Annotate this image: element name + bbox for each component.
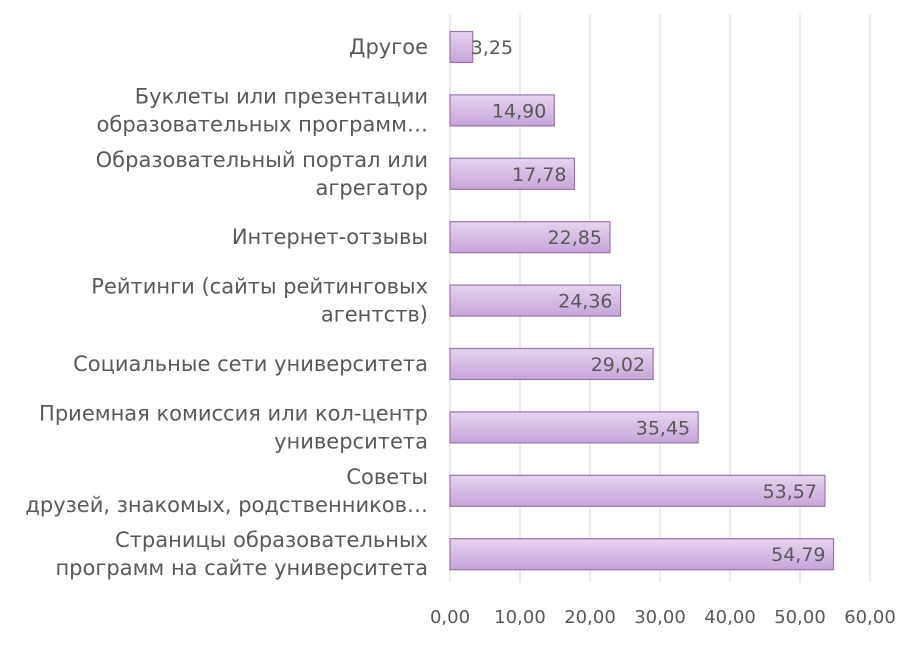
bar: [449, 30, 474, 64]
data-label: 14,90: [492, 100, 546, 122]
data-label: 29,02: [591, 354, 645, 376]
x-tick-label: 0,00: [430, 607, 470, 628]
category-label: Приемная комиссия или кол-центр: [39, 401, 428, 425]
data-label: 24,36: [558, 291, 612, 313]
x-tick-label: 30,00: [634, 607, 686, 628]
x-tick-label: 20,00: [564, 607, 616, 628]
bar: [449, 474, 826, 507]
x-axis-ticks: 0,00 10,00 20,00 30,00 40,00 50,00 60,00: [430, 607, 896, 628]
category-labels: Другое Буклеты или презентации образовател…: [25, 35, 428, 580]
x-tick-label: 50,00: [774, 607, 826, 628]
data-label: 3,25: [471, 37, 513, 59]
bar: [449, 411, 699, 444]
category-label: друзей, знакомых, родственников…: [25, 493, 428, 517]
category-label: Страницы образовательных: [115, 528, 428, 552]
bar: [449, 94, 555, 127]
category-label: Буклеты или презентации: [135, 84, 428, 108]
category-label: Другое: [349, 35, 428, 59]
data-label: 53,57: [763, 481, 817, 503]
data-label: 54,79: [771, 544, 825, 566]
data-label: 35,45: [636, 417, 690, 439]
value-labels: 3,25 14,90 17,78 22,85 24,36 29,02 35,45 53,57 5…: [471, 37, 826, 566]
category-label: Образовательный портал или: [96, 148, 428, 172]
bar: [449, 538, 835, 571]
bar: [449, 221, 611, 254]
bars: [449, 30, 835, 571]
category-label: программ на сайте университета: [55, 556, 428, 580]
category-label: агентств): [321, 303, 428, 327]
data-label: 17,78: [512, 164, 566, 186]
category-label: агрегатор: [316, 176, 428, 200]
x-tick-label: 40,00: [704, 607, 756, 628]
bar: [449, 347, 654, 381]
category-label: образовательных программ…: [97, 112, 428, 136]
x-tick-label: 60,00: [844, 607, 896, 628]
category-label: Социальные сети университета: [73, 352, 428, 376]
x-tick-label: 10,00: [494, 607, 546, 628]
category-label: Советы: [346, 465, 428, 489]
bar: [449, 284, 622, 317]
data-label: 22,85: [548, 227, 602, 249]
category-label: Рейтинги (сайты рейтинговых: [91, 275, 428, 299]
category-label: университета: [274, 429, 428, 453]
category-label: Интернет-отзывы: [232, 225, 428, 249]
bar: [449, 157, 576, 190]
